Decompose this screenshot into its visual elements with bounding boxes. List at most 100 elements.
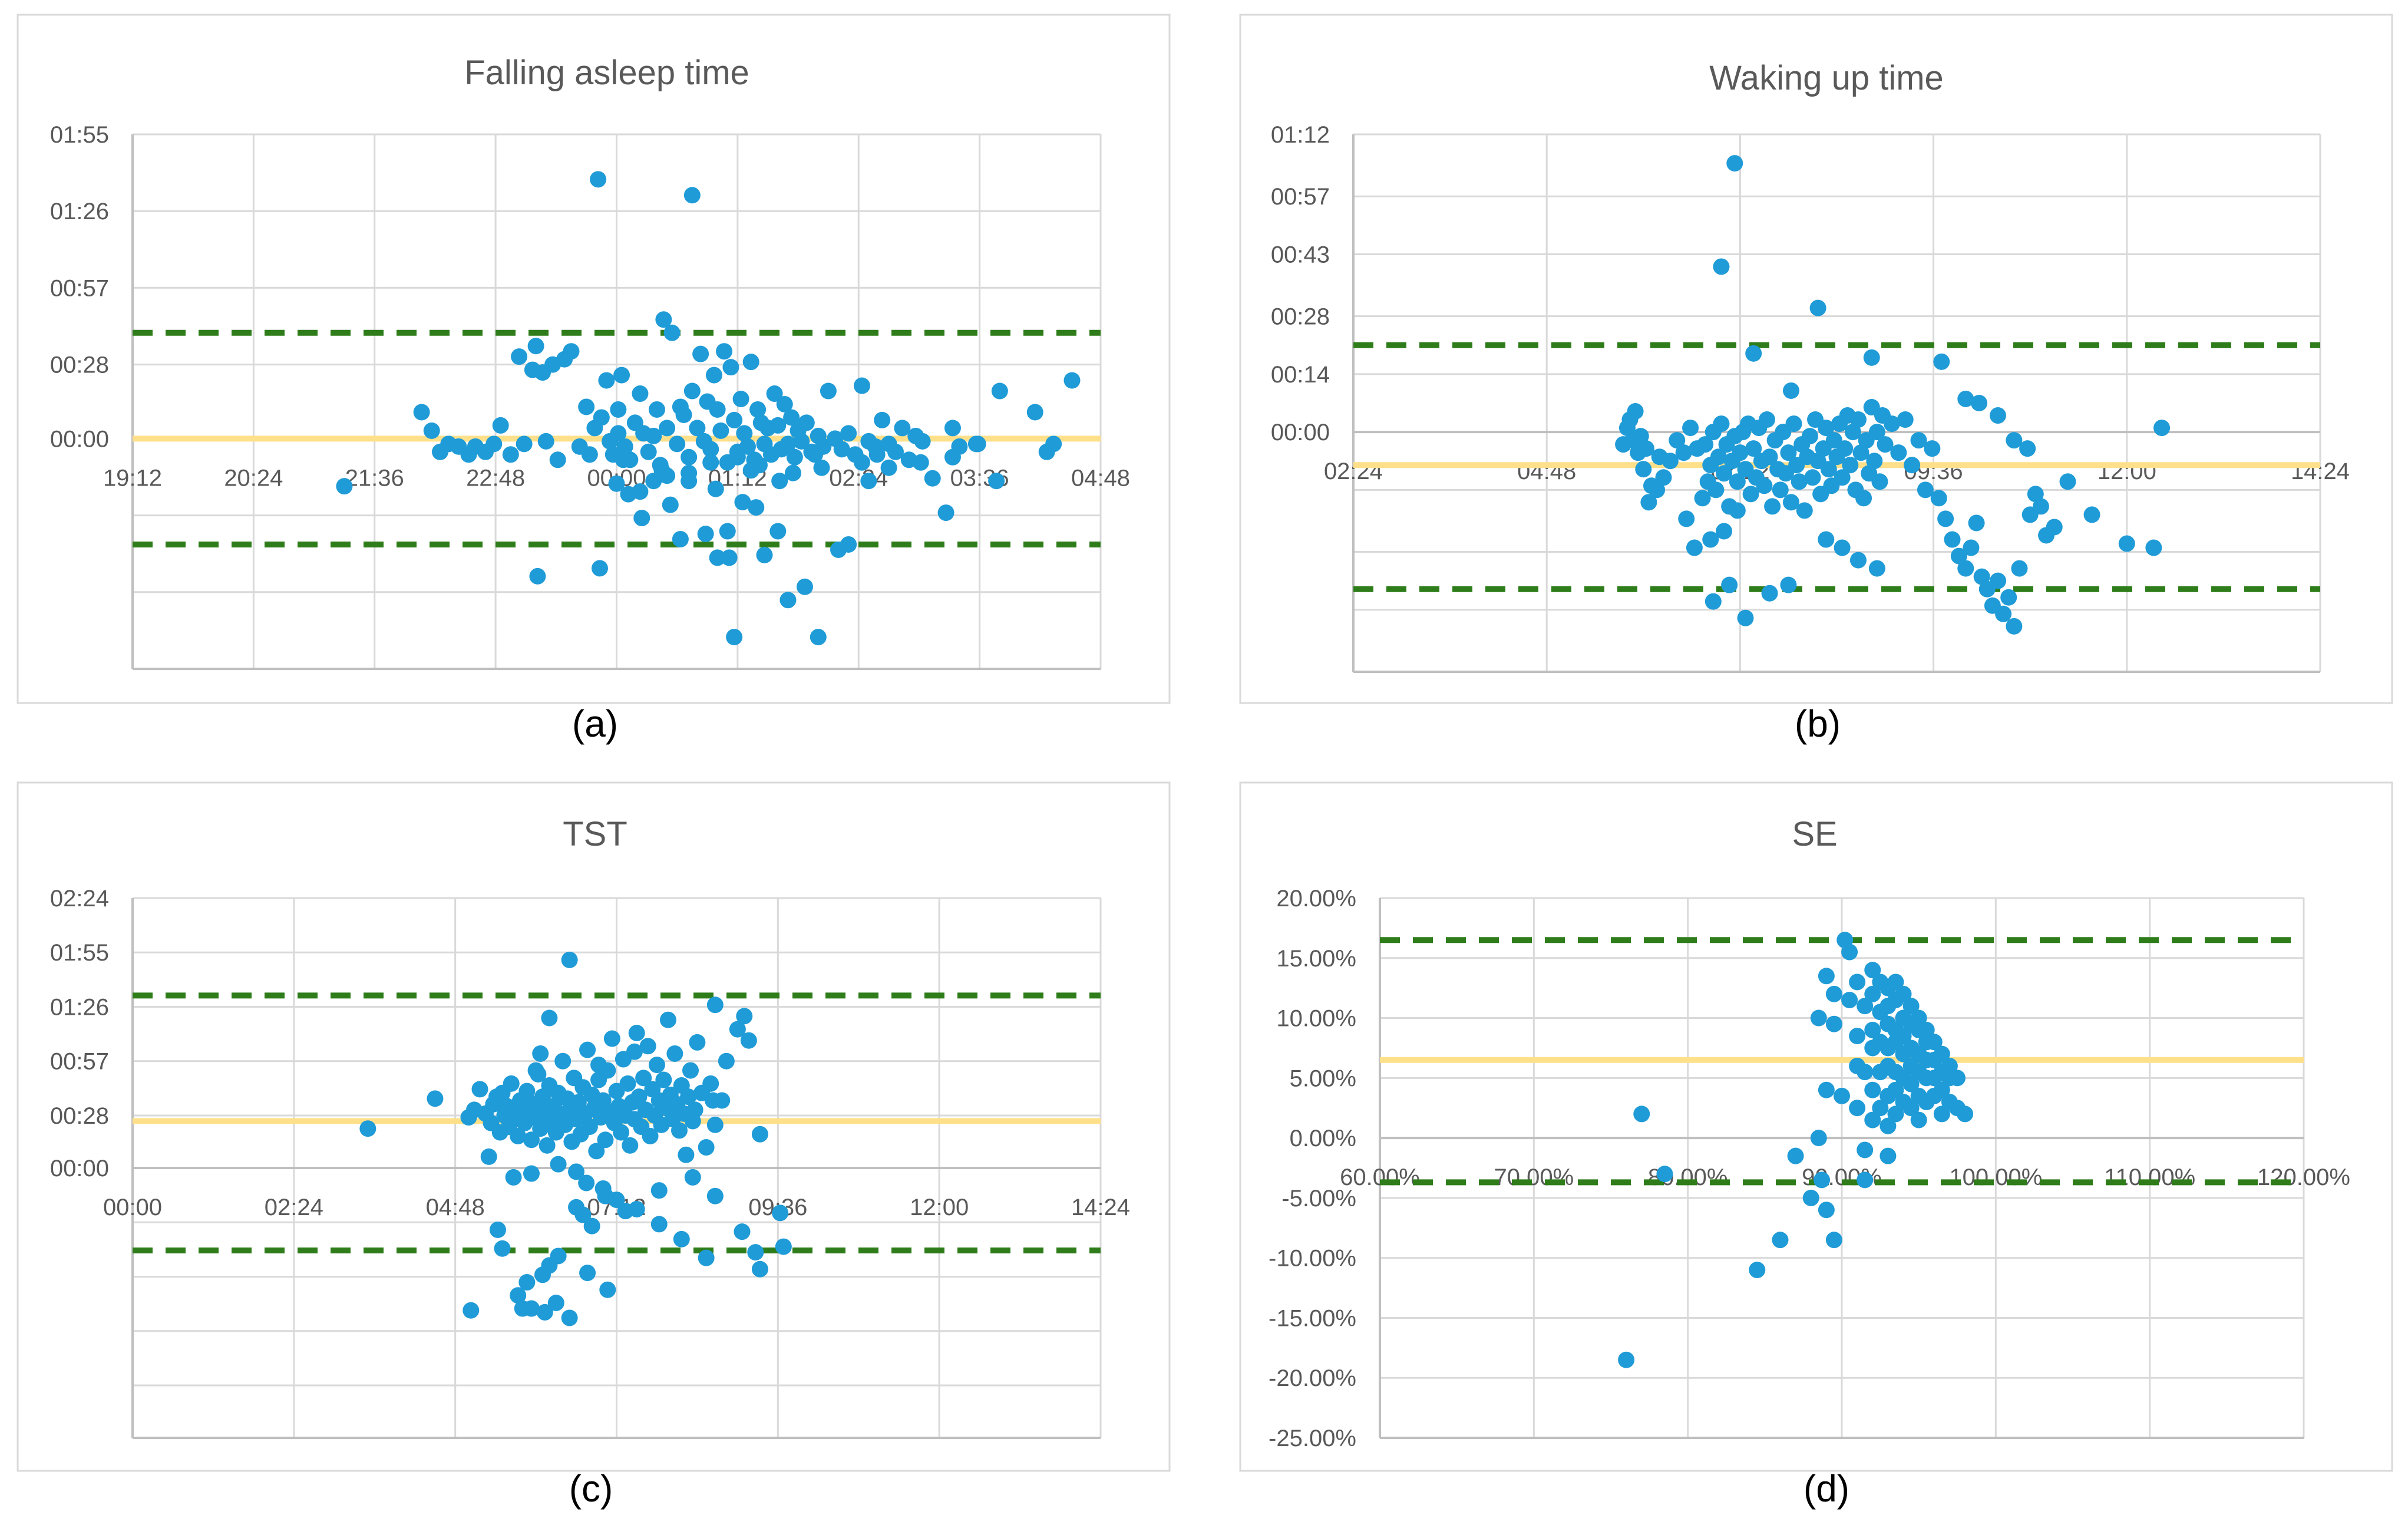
y-tick-label: 00:57: [1271, 184, 1330, 210]
data-point: [547, 1295, 564, 1311]
data-point: [2153, 420, 2171, 437]
x-tick-label: 12:00: [910, 1194, 969, 1220]
data-point: [669, 435, 686, 453]
data-point: [1682, 420, 1699, 437]
data-point: [603, 1030, 620, 1047]
data-point: [489, 1221, 506, 1238]
data-point: [740, 1032, 757, 1049]
data-point: [568, 1163, 585, 1180]
data-point: [663, 324, 681, 341]
data-point: [1852, 444, 1869, 461]
y-tick-label: 00:57: [50, 1049, 109, 1075]
data-point: [1930, 490, 1947, 507]
data-point: [1941, 1057, 1958, 1074]
data-point: [645, 427, 662, 444]
data-point: [681, 464, 698, 481]
data-point: [991, 382, 1008, 400]
data-point: [726, 411, 743, 428]
data-point: [673, 1230, 690, 1248]
data-point: [796, 578, 813, 595]
data-point: [516, 435, 533, 453]
data-point: [718, 1052, 735, 1070]
data-point: [590, 1057, 607, 1074]
data-point: [749, 401, 767, 418]
data-point: [1686, 539, 1703, 556]
data-point: [2118, 535, 2135, 552]
data-point: [686, 1101, 703, 1118]
data-point: [775, 1238, 792, 1255]
data-point: [527, 1062, 544, 1079]
data-point: [722, 359, 739, 376]
data-point: [1841, 992, 1858, 1009]
data-point: [779, 592, 797, 609]
data-point: [706, 1187, 724, 1204]
data-point: [1801, 428, 1818, 445]
data-point: [868, 446, 886, 463]
data-point: [1026, 404, 1043, 421]
data-point: [709, 549, 726, 566]
data-point: [648, 401, 665, 418]
data-point: [598, 372, 615, 389]
data-point: [550, 1248, 567, 1265]
data-point: [1749, 1262, 1766, 1279]
x-tick-label: 02:24: [265, 1194, 323, 1220]
data-point: [2011, 560, 2028, 577]
data-point: [1814, 1171, 1831, 1189]
data-point: [1818, 1202, 1835, 1219]
data-point: [2019, 440, 2036, 457]
data-point: [626, 1043, 643, 1060]
data-point: [471, 1081, 488, 1098]
data-point: [751, 1126, 768, 1143]
data-point: [874, 411, 891, 428]
data-point: [707, 480, 724, 497]
data-point: [820, 382, 837, 400]
data-point: [632, 483, 649, 500]
data-point: [779, 435, 797, 453]
data-point: [1662, 453, 1679, 470]
data-point: [2027, 486, 2044, 503]
chart-frame: [1239, 14, 2393, 704]
data-point: [1887, 1105, 1904, 1123]
chart-title: TST: [563, 815, 627, 853]
data-point: [682, 1062, 699, 1079]
y-tick-label: -5.00%: [1281, 1186, 1356, 1212]
data-point: [702, 441, 719, 458]
data-point: [747, 1244, 764, 1261]
data-point: [1772, 1232, 1789, 1249]
chart-frame: [16, 14, 1171, 704]
data-point: [736, 425, 753, 442]
data-point: [1957, 390, 1974, 407]
data-point: [2083, 506, 2100, 523]
data-point: [683, 382, 701, 400]
data-point: [1745, 345, 1762, 362]
data-point: [653, 462, 670, 479]
data-point: [2059, 473, 2076, 490]
x-tick-label: 120.00%: [2257, 1164, 2350, 1190]
data-point: [1796, 502, 1813, 519]
data-point: [1787, 1147, 1804, 1164]
data-point: [697, 526, 714, 543]
data-point: [1732, 444, 1749, 461]
y-tick-label: 00:57: [50, 275, 109, 301]
data-point: [1849, 1100, 1866, 1117]
data-point: [2006, 618, 2023, 635]
data-point: [840, 425, 857, 442]
data-point: [1834, 539, 1851, 556]
data-point: [1841, 943, 1858, 961]
y-tick-label: 01:55: [50, 940, 109, 966]
y-tick-label: 15.00%: [1276, 946, 1356, 972]
data-point: [1957, 560, 1974, 577]
data-point: [608, 475, 625, 492]
data-point: [721, 549, 738, 566]
data-point: [1825, 985, 1842, 1002]
data-point: [2032, 498, 2049, 515]
data-point: [336, 478, 353, 495]
data-point: [593, 409, 610, 426]
data-point: [659, 420, 676, 437]
data-point: [581, 446, 598, 463]
data-point: [798, 414, 815, 431]
panel-caption: (b): [1795, 702, 1841, 745]
data-point: [689, 420, 706, 437]
data-point: [1825, 1232, 1842, 1249]
data-point: [1990, 572, 2006, 589]
